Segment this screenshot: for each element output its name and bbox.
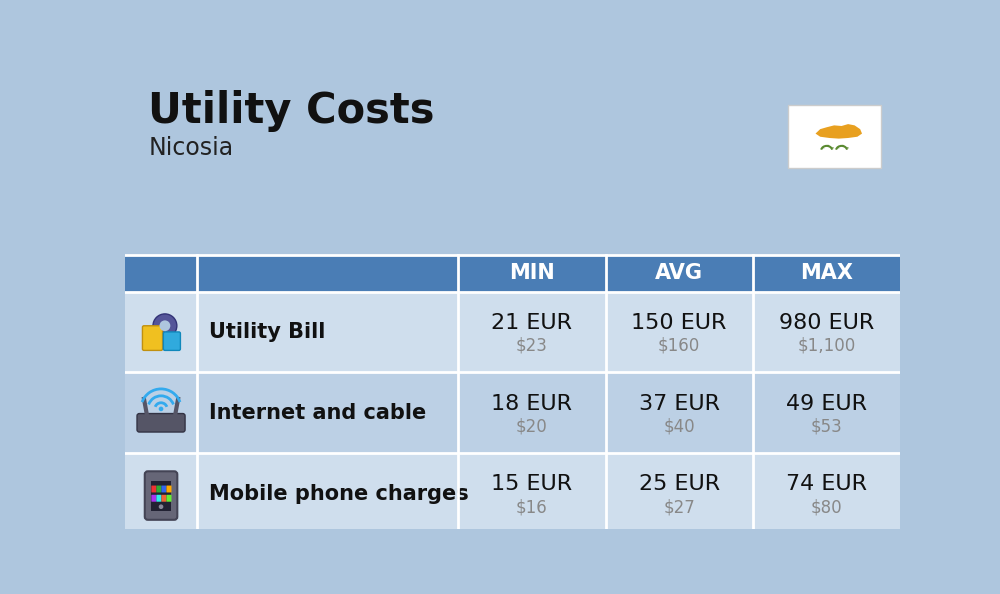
FancyBboxPatch shape [458, 255, 606, 292]
FancyBboxPatch shape [753, 292, 900, 372]
FancyBboxPatch shape [125, 255, 197, 292]
FancyBboxPatch shape [458, 372, 606, 453]
Polygon shape [846, 147, 849, 148]
Text: 980 EUR: 980 EUR [779, 312, 874, 333]
Text: Utility Bill: Utility Bill [209, 322, 325, 342]
FancyBboxPatch shape [197, 372, 458, 453]
FancyBboxPatch shape [458, 292, 606, 372]
Text: MIN: MIN [509, 263, 555, 283]
FancyBboxPatch shape [161, 485, 166, 492]
Text: $20: $20 [516, 418, 548, 435]
FancyBboxPatch shape [166, 485, 172, 492]
Polygon shape [827, 144, 829, 146]
FancyBboxPatch shape [151, 495, 156, 502]
Text: Utility Costs: Utility Costs [148, 90, 435, 132]
FancyBboxPatch shape [145, 471, 177, 520]
Text: 15 EUR: 15 EUR [491, 475, 572, 494]
FancyBboxPatch shape [788, 105, 881, 168]
FancyBboxPatch shape [137, 413, 185, 432]
FancyBboxPatch shape [163, 332, 180, 350]
FancyBboxPatch shape [161, 495, 166, 502]
FancyBboxPatch shape [606, 453, 753, 534]
FancyBboxPatch shape [753, 255, 900, 292]
FancyBboxPatch shape [606, 372, 753, 453]
Text: Nicosia: Nicosia [148, 136, 233, 160]
Circle shape [159, 407, 163, 411]
FancyBboxPatch shape [156, 485, 161, 492]
Text: $53: $53 [810, 418, 842, 435]
FancyBboxPatch shape [156, 495, 161, 502]
Polygon shape [822, 147, 825, 148]
FancyBboxPatch shape [197, 255, 458, 292]
FancyBboxPatch shape [753, 372, 900, 453]
Text: 150 EUR: 150 EUR [631, 312, 727, 333]
Text: 74 EUR: 74 EUR [786, 475, 867, 494]
Polygon shape [837, 147, 840, 148]
FancyBboxPatch shape [197, 453, 458, 534]
Text: $1,100: $1,100 [797, 337, 855, 355]
FancyBboxPatch shape [125, 453, 197, 534]
Text: 49 EUR: 49 EUR [786, 394, 867, 413]
Text: $23: $23 [516, 337, 548, 355]
Polygon shape [842, 144, 844, 146]
FancyBboxPatch shape [606, 292, 753, 372]
Text: 25 EUR: 25 EUR [639, 475, 720, 494]
FancyBboxPatch shape [151, 485, 156, 492]
Polygon shape [832, 147, 834, 148]
Circle shape [159, 504, 163, 509]
Text: 21 EUR: 21 EUR [491, 312, 572, 333]
FancyBboxPatch shape [458, 453, 606, 534]
Text: $80: $80 [811, 498, 842, 517]
Text: 37 EUR: 37 EUR [639, 394, 720, 413]
Text: $160: $160 [658, 337, 700, 355]
Text: $16: $16 [516, 498, 548, 517]
Polygon shape [816, 124, 862, 138]
FancyBboxPatch shape [125, 372, 197, 453]
Text: 18 EUR: 18 EUR [491, 394, 572, 413]
FancyBboxPatch shape [151, 481, 171, 511]
FancyBboxPatch shape [197, 292, 458, 372]
FancyBboxPatch shape [125, 292, 197, 372]
FancyBboxPatch shape [142, 326, 163, 350]
Text: MAX: MAX [800, 263, 853, 283]
Circle shape [159, 320, 170, 331]
Circle shape [153, 314, 177, 337]
Text: $40: $40 [663, 418, 695, 435]
FancyBboxPatch shape [606, 255, 753, 292]
Text: $27: $27 [663, 498, 695, 517]
Text: Mobile phone charges: Mobile phone charges [209, 484, 468, 504]
Text: AVG: AVG [655, 263, 703, 283]
FancyBboxPatch shape [753, 453, 900, 534]
Text: Internet and cable: Internet and cable [209, 403, 426, 423]
FancyBboxPatch shape [166, 495, 172, 502]
